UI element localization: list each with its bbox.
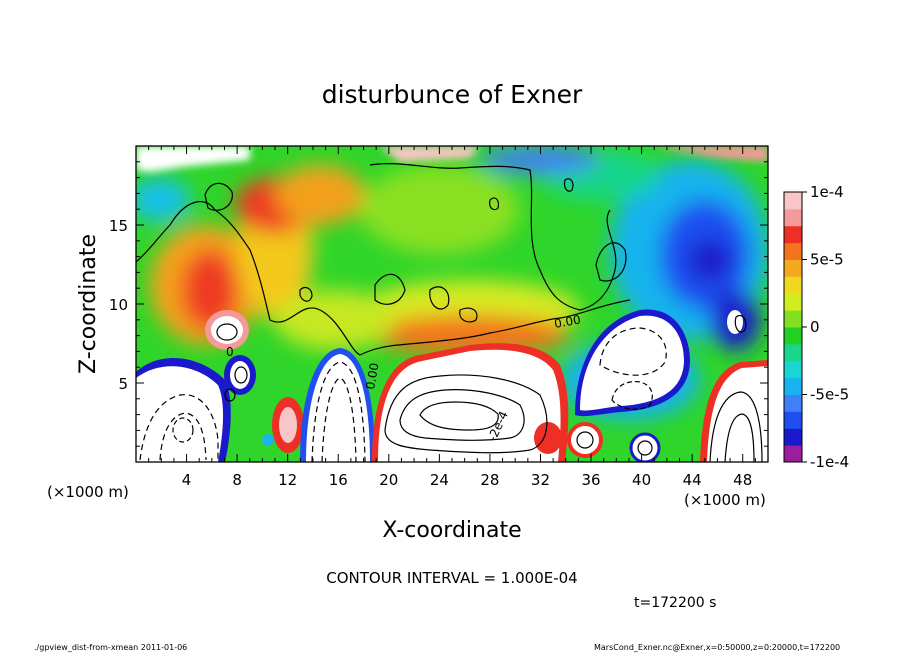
- colorbar-tick-label: 0: [810, 318, 820, 336]
- x-tick-label: 8: [232, 471, 242, 489]
- colorbar-segment: [784, 428, 802, 446]
- x-unit-right: (×1000 m): [684, 491, 766, 509]
- y-axis-label: Z-coordinate: [76, 234, 101, 374]
- x-tick-label: 24: [430, 471, 449, 489]
- colorbar-segment: [784, 225, 802, 244]
- colorbar-segment: [784, 192, 802, 210]
- colorbar-segment: [784, 242, 802, 260]
- colorbar-tick-label: -1e-4: [810, 453, 849, 471]
- x-tick-label: 44: [683, 471, 702, 489]
- colorbar-tick-label: -5e-5: [810, 386, 849, 404]
- colorbar-tick-label: 5e-5: [810, 251, 844, 269]
- plot-area: 0.00 0.00 0 -2e-4: [136, 146, 768, 462]
- x-tick-label: 20: [379, 471, 398, 489]
- x-unit-left: (×1000 m): [47, 483, 129, 501]
- colorbar-tick-label: 1e-4: [810, 183, 844, 201]
- x-tick-label: 12: [278, 471, 297, 489]
- colorbar-segment: [784, 327, 802, 345]
- x-tick-label: 40: [632, 471, 651, 489]
- svg-text:0.00: 0.00: [553, 313, 582, 331]
- x-axis-label: X-coordinate: [382, 518, 521, 543]
- colorbar-segment: [784, 377, 802, 395]
- y-tick-label: 10: [109, 296, 128, 314]
- svg-text:0: 0: [226, 345, 234, 359]
- time-label: t=172200 s: [634, 595, 716, 611]
- y-tick-label: 15: [109, 217, 128, 235]
- x-tick-label: 28: [480, 471, 499, 489]
- x-tick-label: 36: [581, 471, 600, 489]
- x-tick-label: 16: [329, 471, 348, 489]
- footer-right-note: MarsCond_Exner.nc@Exner,x=0:50000,z=0:20…: [594, 643, 840, 652]
- colorbar-segment: [784, 208, 802, 227]
- svg-text:0.00: 0.00: [363, 362, 381, 391]
- colorbar: 1e-4 5e-5 0 -5e-5 -1e-4: [783, 183, 849, 471]
- footer-left-note: ./gpview_dist-from-xmean 2011-01-06: [34, 643, 187, 652]
- colorbar-segment: [784, 445, 802, 463]
- x-tick-label: 32: [531, 471, 550, 489]
- colorbar-segment: [784, 343, 802, 362]
- chart-title: disturbunce of Exner: [322, 80, 583, 109]
- x-tick-label: 48: [733, 471, 752, 489]
- colorbar-segment: [784, 259, 802, 277]
- colorbar-segment: [784, 276, 802, 294]
- colorbar-segment: [784, 360, 802, 379]
- colorbar-segment: [784, 310, 802, 328]
- colorbar-segment: [784, 411, 802, 429]
- y-tick-label: 5: [118, 375, 128, 393]
- colorbar-segment: [784, 394, 802, 412]
- contour-interval: CONTOUR INTERVAL = 1.000E-04: [326, 569, 577, 587]
- x-tick-label: 4: [182, 471, 192, 489]
- colorbar-segment: [784, 293, 802, 311]
